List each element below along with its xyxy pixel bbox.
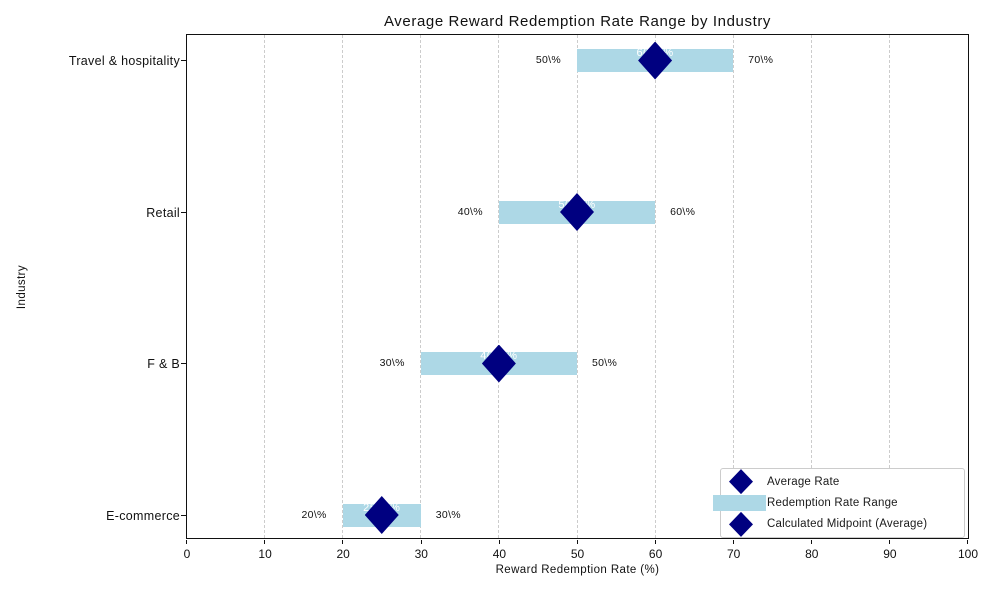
gridline	[888, 34, 890, 538]
range-high-label: 60\%	[670, 205, 696, 218]
legend-label: Redemption Rate Range	[767, 496, 898, 509]
legend-entry-calculated-midpoint: Calculated Midpoint (Average)	[721, 511, 964, 537]
x-tick-label: 30	[414, 547, 428, 561]
plot-area: 60.0\%50\%70\%50.0\%40\%60\%40.0\%30\%50…	[185, 33, 969, 539]
x-tick	[889, 539, 891, 544]
category-label: E-commerce	[106, 508, 180, 523]
x-tick	[186, 539, 188, 544]
x-tick	[420, 539, 422, 544]
x-tick	[264, 539, 266, 544]
x-tick	[811, 539, 813, 544]
x-tick	[967, 539, 969, 544]
x-tick-label: 50	[570, 547, 585, 561]
chart-title: Average Reward Redemption Rate Range by …	[383, 13, 772, 30]
x-tick-label: 40	[492, 547, 507, 561]
legend-entry-average-rate: Average Rate	[721, 469, 964, 495]
gridline	[654, 34, 656, 538]
bar-swatch-icon	[713, 494, 766, 511]
x-tick-label: 20	[336, 547, 350, 561]
x-tick-label: 80	[805, 547, 819, 561]
category-label: Retail	[146, 205, 180, 220]
range-high-label: 30\%	[435, 508, 461, 521]
legend-entry-redemption-rate-range: Redemption Rate Range	[713, 493, 964, 513]
y-axis-title: Industry	[16, 264, 28, 310]
gridline	[420, 34, 422, 538]
y-tick	[180, 211, 186, 213]
legend-label: Calculated Midpoint (Average)	[767, 518, 928, 531]
x-tick	[576, 539, 578, 544]
category-label: Travel & hospitality	[68, 54, 180, 68]
range-high-label: 50\%	[592, 357, 618, 369]
range-low-label: 50\%	[535, 54, 561, 66]
range-low-label: 20\%	[301, 508, 327, 521]
x-tick	[498, 539, 500, 544]
y-tick	[180, 514, 186, 516]
x-tick-label: 60	[648, 547, 663, 561]
gridline	[264, 34, 266, 538]
x-tick-label: 90	[883, 547, 897, 561]
gridline	[732, 34, 734, 538]
x-tick-label: 100	[957, 547, 979, 561]
x-tick-label: 10	[258, 547, 272, 561]
range-low-label: 30\%	[379, 357, 405, 369]
range-high-label: 70\%	[748, 54, 774, 66]
category-label: F & B	[147, 357, 180, 371]
x-tick-label: 0	[183, 547, 191, 561]
x-axis-title: Reward Redemption Rate (%)	[495, 564, 660, 576]
legend-label: Average Rate	[767, 475, 840, 488]
gridline	[498, 34, 500, 538]
diamond-marker-icon	[729, 511, 753, 537]
gridline	[810, 34, 812, 538]
x-tick	[732, 539, 734, 544]
legend: Average Rate Redemption Rate Range Calcu…	[713, 468, 965, 538]
y-tick	[180, 363, 186, 365]
gridline	[576, 34, 578, 538]
x-tick	[342, 539, 344, 544]
diamond-marker-icon	[729, 469, 753, 495]
gridline	[342, 34, 344, 538]
y-tick	[180, 60, 186, 62]
x-tick-label: 70	[727, 547, 741, 561]
x-tick	[654, 539, 656, 544]
range-low-label: 40\%	[457, 205, 483, 218]
